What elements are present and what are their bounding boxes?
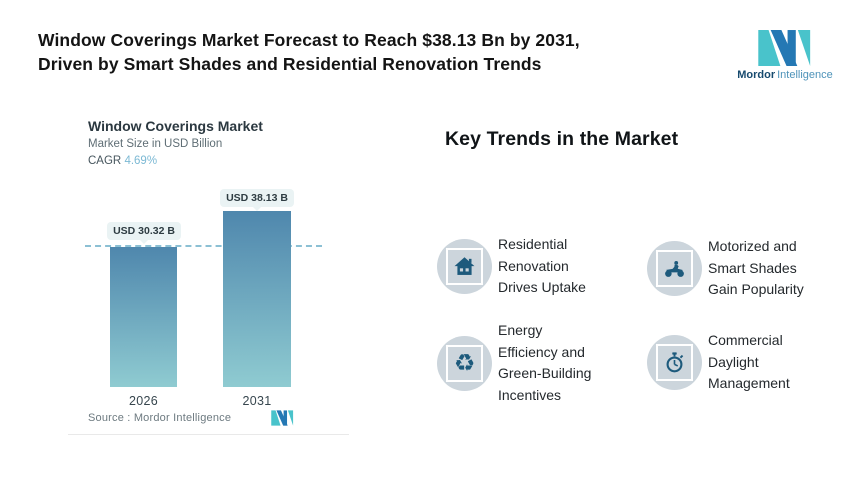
icon-frame: ♻ (446, 344, 483, 382)
market-forecast-chart-card: Window Coverings Market Market Size in U… (68, 105, 349, 435)
mordor-logo-mark-icon (758, 30, 811, 66)
cagr-value: 4.69% (124, 155, 158, 167)
value-label-2031: USD 38.13 B (220, 189, 294, 207)
trend-label: Residential Renovation Drives Uptake (498, 236, 586, 295)
motorcycle-icon (665, 260, 684, 277)
chart-title: Window Coverings Market (88, 118, 263, 134)
key-trends-heading: Key Trends in the Market (445, 128, 679, 150)
mini-mordor-logo-icon (271, 410, 294, 426)
bar-2026 (110, 247, 177, 387)
recycle-leaf-icon: ♻ (453, 349, 476, 377)
bar-chart-plot: USD 30.32 B USD 38.13 B (68, 105, 349, 387)
chart-cagr: CAGR 4.69% (88, 155, 157, 167)
chart-subtitle: Market Size in USD Billion (88, 138, 223, 150)
icon-frame (656, 343, 693, 381)
page-title: Window Coverings Market Forecast to Reac… (38, 29, 580, 76)
logo-brand-light: Intelligence (777, 69, 833, 81)
trend-icon-circle (437, 238, 492, 294)
x-axis-label-2031: 2031 (242, 394, 272, 408)
house-icon (454, 257, 475, 275)
trend-label: Motorized and Smart Shades Gain Populari… (708, 238, 804, 297)
dashed-reference-line (85, 245, 322, 247)
trend-icon-circle: ♻ (437, 335, 492, 391)
trend-item-daylight-management: Commercial Daylight Management (647, 330, 814, 395)
trend-item-residential-renovation: Residential Renovation Drives Uptake (437, 234, 604, 299)
trend-label: Energy Efficiency and Green-Building Inc… (498, 322, 592, 403)
trend-icon-circle (647, 334, 702, 390)
page-title-line1: Window Coverings Market Forecast to Reac… (38, 30, 580, 50)
icon-frame (656, 249, 693, 287)
trend-icon-circle (647, 240, 702, 296)
page-title-line2: Driven by Smart Shades and Residential R… (38, 53, 542, 74)
cagr-label: CAGR (88, 155, 122, 167)
value-label-2026: USD 30.32 B (107, 222, 181, 240)
source-attribution: Source : Mordor Intelligence (88, 412, 232, 424)
trend-item-energy-efficiency: ♻ Energy Efficiency and Green-Building I… (437, 320, 604, 406)
bar-2031 (223, 211, 291, 387)
mordor-intelligence-logo: Mordor Intelligence (737, 29, 833, 81)
stopwatch-icon (666, 352, 684, 373)
logo-brand-bold: Mordor (737, 69, 776, 81)
trend-item-motorized-shades: Motorized and Smart Shades Gain Populari… (647, 236, 814, 301)
icon-frame (446, 247, 483, 285)
x-axis-label-2026: 2026 (128, 394, 158, 408)
trend-label: Commercial Daylight Management (708, 332, 790, 391)
mordor-logo-text: Mordor Intelligence (737, 69, 833, 81)
